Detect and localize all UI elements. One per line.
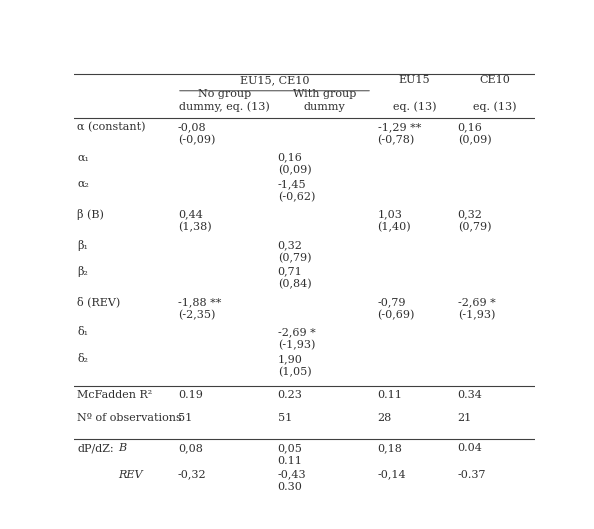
Text: With group
dummy: With group dummy: [293, 89, 356, 112]
Text: -0,79
(-0,69): -0,79 (-0,69): [378, 297, 415, 320]
Text: α (constant): α (constant): [77, 122, 146, 132]
Text: 0,32
(0,79): 0,32 (0,79): [278, 240, 311, 263]
Text: -0,08
(-0,09): -0,08 (-0,09): [178, 122, 215, 145]
Text: 21: 21: [458, 413, 472, 423]
Text: -1,88 **
(-2,35): -1,88 ** (-2,35): [178, 297, 221, 320]
Text: 0.11: 0.11: [378, 390, 403, 400]
Text: 0.34: 0.34: [458, 390, 482, 400]
Text: 0,71
(0,84): 0,71 (0,84): [278, 266, 311, 289]
Text: EU15, CE10: EU15, CE10: [240, 75, 309, 85]
Text: 0,08: 0,08: [178, 443, 203, 453]
Text: 0,05
0.11: 0,05 0.11: [278, 443, 302, 466]
Text: 0,32
(0,79): 0,32 (0,79): [458, 209, 491, 233]
Text: β₁: β₁: [77, 240, 89, 251]
Text: 1,03
(1,40): 1,03 (1,40): [378, 209, 411, 233]
Text: Nº of observations: Nº of observations: [77, 413, 182, 423]
Text: -0,43
0.30: -0,43 0.30: [278, 470, 307, 492]
Text: β₂: β₂: [77, 266, 89, 277]
Text: CE10: CE10: [479, 75, 510, 85]
Text: δ₂: δ₂: [77, 354, 89, 364]
Text: 51: 51: [178, 413, 192, 423]
Text: 51: 51: [278, 413, 292, 423]
Text: α₂: α₂: [77, 179, 89, 189]
Text: 0,16
(0,09): 0,16 (0,09): [278, 152, 311, 176]
Text: 28: 28: [378, 413, 392, 423]
Text: -2,69 *
(-1,93): -2,69 * (-1,93): [458, 297, 495, 320]
Text: 0.23: 0.23: [278, 390, 302, 400]
Text: REV: REV: [118, 470, 143, 480]
Text: 0,16
(0,09): 0,16 (0,09): [458, 122, 491, 145]
Text: dP/dZ:: dP/dZ:: [77, 443, 114, 453]
Text: No group
dummy, eq. (13): No group dummy, eq. (13): [179, 89, 270, 112]
Text: 0.19: 0.19: [178, 390, 203, 400]
Text: -0,32: -0,32: [178, 470, 207, 480]
Text: 0,44
(1,38): 0,44 (1,38): [178, 209, 211, 233]
Text: McFadden R²: McFadden R²: [77, 390, 153, 400]
Text: -0,14: -0,14: [378, 470, 406, 480]
Text: -1,45
(-0,62): -1,45 (-0,62): [278, 179, 315, 202]
Text: -0.37: -0.37: [458, 470, 486, 480]
Text: -1,29 **
(-0,78): -1,29 ** (-0,78): [378, 122, 421, 145]
Text: δ₁: δ₁: [77, 327, 89, 338]
Text: -2,69 *
(-1,93): -2,69 * (-1,93): [278, 327, 315, 351]
Text: 0.04: 0.04: [458, 443, 482, 453]
Text: B: B: [118, 443, 126, 453]
Text: δ (REV): δ (REV): [77, 297, 121, 308]
Text: β (B): β (B): [77, 209, 105, 220]
Text: eq. (13): eq. (13): [393, 102, 436, 112]
Text: α₁: α₁: [77, 152, 89, 162]
Text: 0,18: 0,18: [378, 443, 403, 453]
Text: EU15: EU15: [399, 75, 430, 85]
Text: 1,90
(1,05): 1,90 (1,05): [278, 354, 311, 377]
Text: eq. (13): eq. (13): [473, 102, 516, 112]
